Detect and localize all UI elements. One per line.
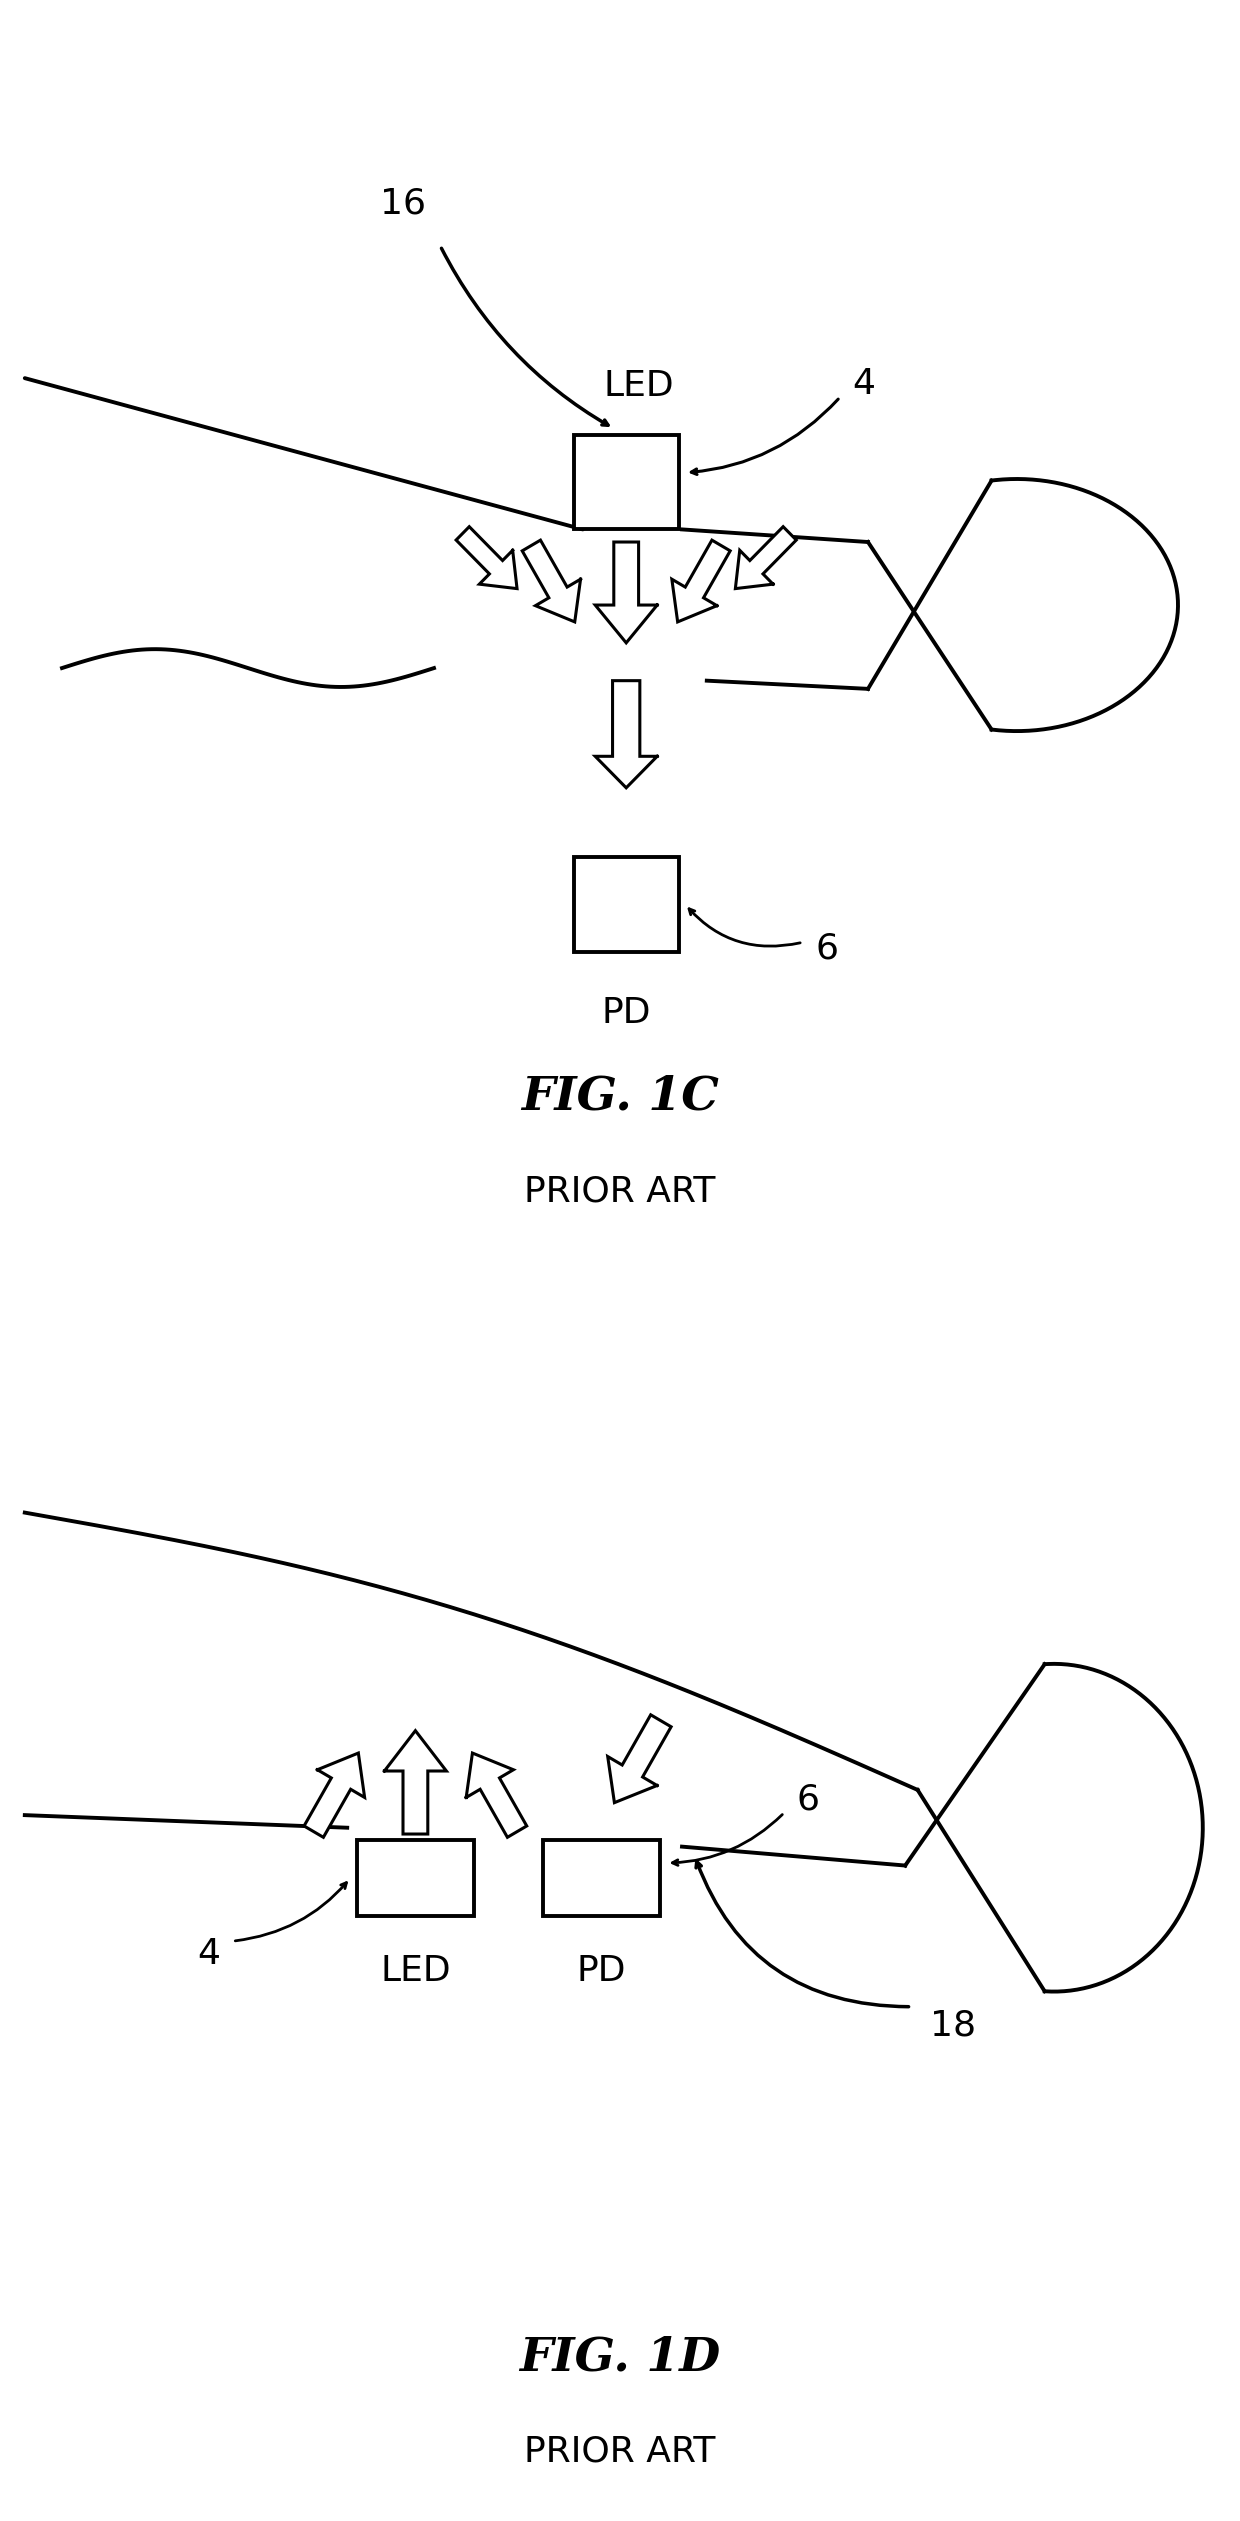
Polygon shape [304,1752,365,1838]
Polygon shape [595,542,657,643]
Text: 4: 4 [197,1936,221,1971]
Text: LED: LED [381,1954,450,1987]
Polygon shape [456,527,517,587]
Text: PRIOR ART: PRIOR ART [525,2435,715,2468]
Text: 6: 6 [816,933,838,966]
Text: LED: LED [604,371,673,403]
Bar [357,1840,474,1916]
Text: 16: 16 [379,187,427,219]
Polygon shape [466,1752,527,1838]
Polygon shape [672,539,730,623]
Text: FIG. 1C: FIG. 1C [521,1074,719,1119]
Text: PRIOR ART: PRIOR ART [525,1175,715,1208]
Text: 18: 18 [930,2009,976,2042]
Polygon shape [608,1714,671,1803]
Polygon shape [384,1729,446,1835]
Text: PD: PD [577,1954,626,1987]
Text: 6: 6 [796,1782,820,1818]
Text: PD: PD [601,996,651,1029]
Text: 4: 4 [853,368,875,401]
Bar [573,857,680,950]
Bar [543,1840,661,1916]
Bar [573,434,680,529]
Polygon shape [735,527,796,587]
Polygon shape [595,681,657,787]
Polygon shape [522,539,580,623]
Text: FIG. 1D: FIG. 1D [520,2334,720,2380]
